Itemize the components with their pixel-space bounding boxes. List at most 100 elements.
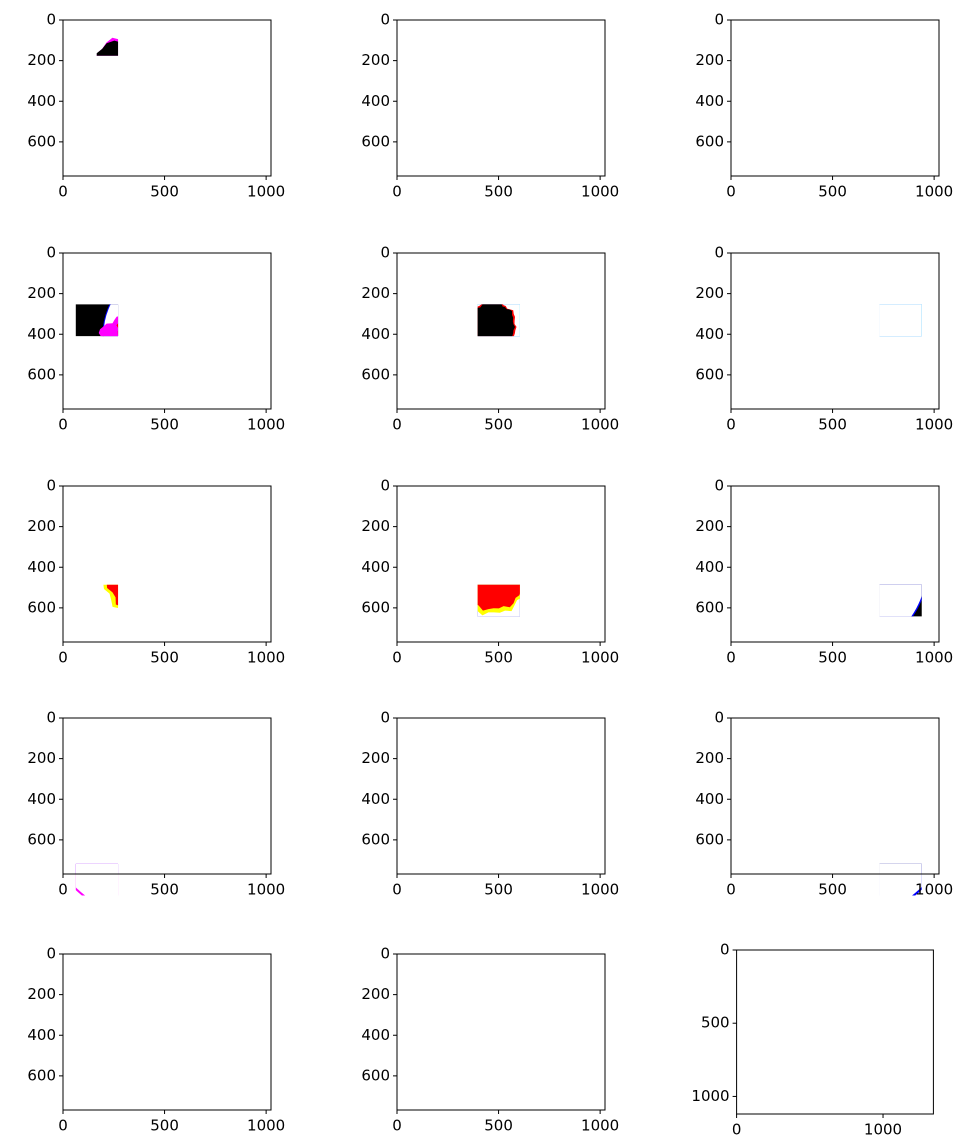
lesion — [96, 40, 119, 56]
subplot: 0 500 1000 0 200 400 600 — [27, 477, 285, 667]
x-tick-label: 500 — [484, 1117, 513, 1135]
y-tick-label: 0 — [380, 709, 390, 727]
lesion — [477, 304, 516, 337]
y-tick-label: 600 — [27, 1066, 56, 1084]
y-tick-label: 600 — [27, 830, 56, 848]
x-tick-label: 1000 — [581, 649, 619, 667]
x-tick-label: 500 — [150, 649, 179, 667]
x-tick-label: 0 — [58, 881, 68, 899]
image — [477, 584, 520, 617]
vignette — [75, 863, 119, 896]
axes-frame — [396, 485, 606, 643]
axes-frame — [730, 252, 940, 410]
image-background — [477, 863, 520, 874]
x-tick-label: 1000 — [581, 1117, 619, 1135]
image — [811, 987, 874, 1114]
y-tick-label: 1000 — [691, 1087, 729, 1105]
x-tick-label: 1000 — [581, 881, 619, 899]
y-tick-label: 600 — [695, 598, 724, 616]
y-tick-label: 200 — [695, 284, 724, 302]
lesion — [123, 984, 209, 1077]
y-tick-label: 600 — [27, 365, 56, 383]
y-tick-label: 600 — [361, 598, 390, 616]
axes-frame — [736, 949, 934, 1115]
x-tick-label: 1000 — [247, 183, 285, 201]
y-tick-label: 600 — [361, 1066, 390, 1084]
y-tick-label: 0 — [46, 11, 56, 29]
x-tick-label: 500 — [484, 183, 513, 201]
y-tick-label: 0 — [720, 941, 730, 959]
y-tick-label: 0 — [380, 477, 390, 495]
y-tick-label: 200 — [27, 284, 56, 302]
y-tick-label: 0 — [46, 709, 56, 727]
lesion — [811, 987, 869, 1076]
x-tick-label: 1000 — [247, 1117, 285, 1135]
x-tick-label: 1000 — [915, 881, 953, 899]
y-tick-label: 400 — [361, 92, 390, 110]
y-tick-label: 200 — [27, 749, 56, 767]
y-tick-label: 400 — [361, 558, 390, 576]
lesion — [116, 323, 119, 337]
x-tick-label: 0 — [58, 649, 68, 667]
lesion — [812, 989, 867, 1073]
vignette — [35, 901, 295, 1146]
y-tick-label: 200 — [361, 517, 390, 535]
subplot: 0 500 1000 0 200 400 600 — [27, 11, 285, 201]
axes-frame — [396, 953, 606, 1111]
x-tick-label: 1000 — [581, 416, 619, 434]
axes-frame — [730, 485, 940, 643]
x-tick-label: 0 — [732, 1121, 742, 1139]
y-tick-label: 400 — [27, 1026, 56, 1044]
y-tick-label: 0 — [714, 244, 724, 262]
image — [35, 901, 295, 1146]
lesion — [98, 316, 119, 337]
image-background — [844, 1089, 874, 1114]
x-tick-label: 500 — [150, 183, 179, 201]
vignette — [103, 304, 119, 337]
image — [477, 24, 520, 56]
vignette — [879, 863, 922, 896]
x-tick-label: 500 — [150, 881, 179, 899]
x-tick-label: 0 — [392, 649, 402, 667]
y-tick-label: 400 — [695, 92, 724, 110]
subplot: 0 500 1000 0 200 400 600 — [361, 709, 619, 899]
lesion — [477, 584, 520, 611]
subplot: 0 500 1000 0 200 400 600 — [361, 11, 619, 201]
axes-frame — [730, 717, 940, 875]
vignette — [879, 584, 922, 617]
image-background — [75, 24, 119, 56]
lesion — [126, 987, 206, 1073]
image — [397, 954, 605, 1110]
image — [75, 24, 119, 56]
x-tick-label: 1000 — [247, 649, 285, 667]
y-tick-label: 400 — [27, 325, 56, 343]
x-tick-label: 0 — [58, 1117, 68, 1135]
y-tick-label: 600 — [27, 598, 56, 616]
lesion — [136, 771, 195, 826]
x-tick-label: 0 — [58, 183, 68, 201]
x-tick-label: 500 — [150, 416, 179, 434]
image — [75, 771, 195, 896]
image — [75, 284, 207, 337]
y-tick-label: 500 — [701, 1014, 730, 1032]
image-background — [477, 584, 520, 617]
y-tick-label: 400 — [695, 325, 724, 343]
x-tick-label: 500 — [484, 649, 513, 667]
x-tick-label: 500 — [818, 183, 847, 201]
x-tick-label: 500 — [818, 881, 847, 899]
axes-frame — [62, 485, 272, 643]
x-tick-label: 0 — [726, 183, 736, 201]
subplot: 0 500 1000 0 200 400 600 — [695, 477, 953, 667]
subplot: 0 500 1000 0 200 400 600 — [361, 477, 619, 667]
image-background — [75, 584, 119, 617]
lesion — [818, 995, 861, 1067]
x-tick-label: 1000 — [915, 649, 953, 667]
lesion — [430, 748, 550, 841]
x-tick-label: 0 — [726, 416, 736, 434]
y-tick-label: 400 — [27, 92, 56, 110]
y-tick-label: 600 — [27, 132, 56, 150]
image-background — [477, 24, 520, 56]
lesion — [199, 284, 207, 295]
x-tick-label: 500 — [818, 416, 847, 434]
y-tick-label: 200 — [695, 749, 724, 767]
